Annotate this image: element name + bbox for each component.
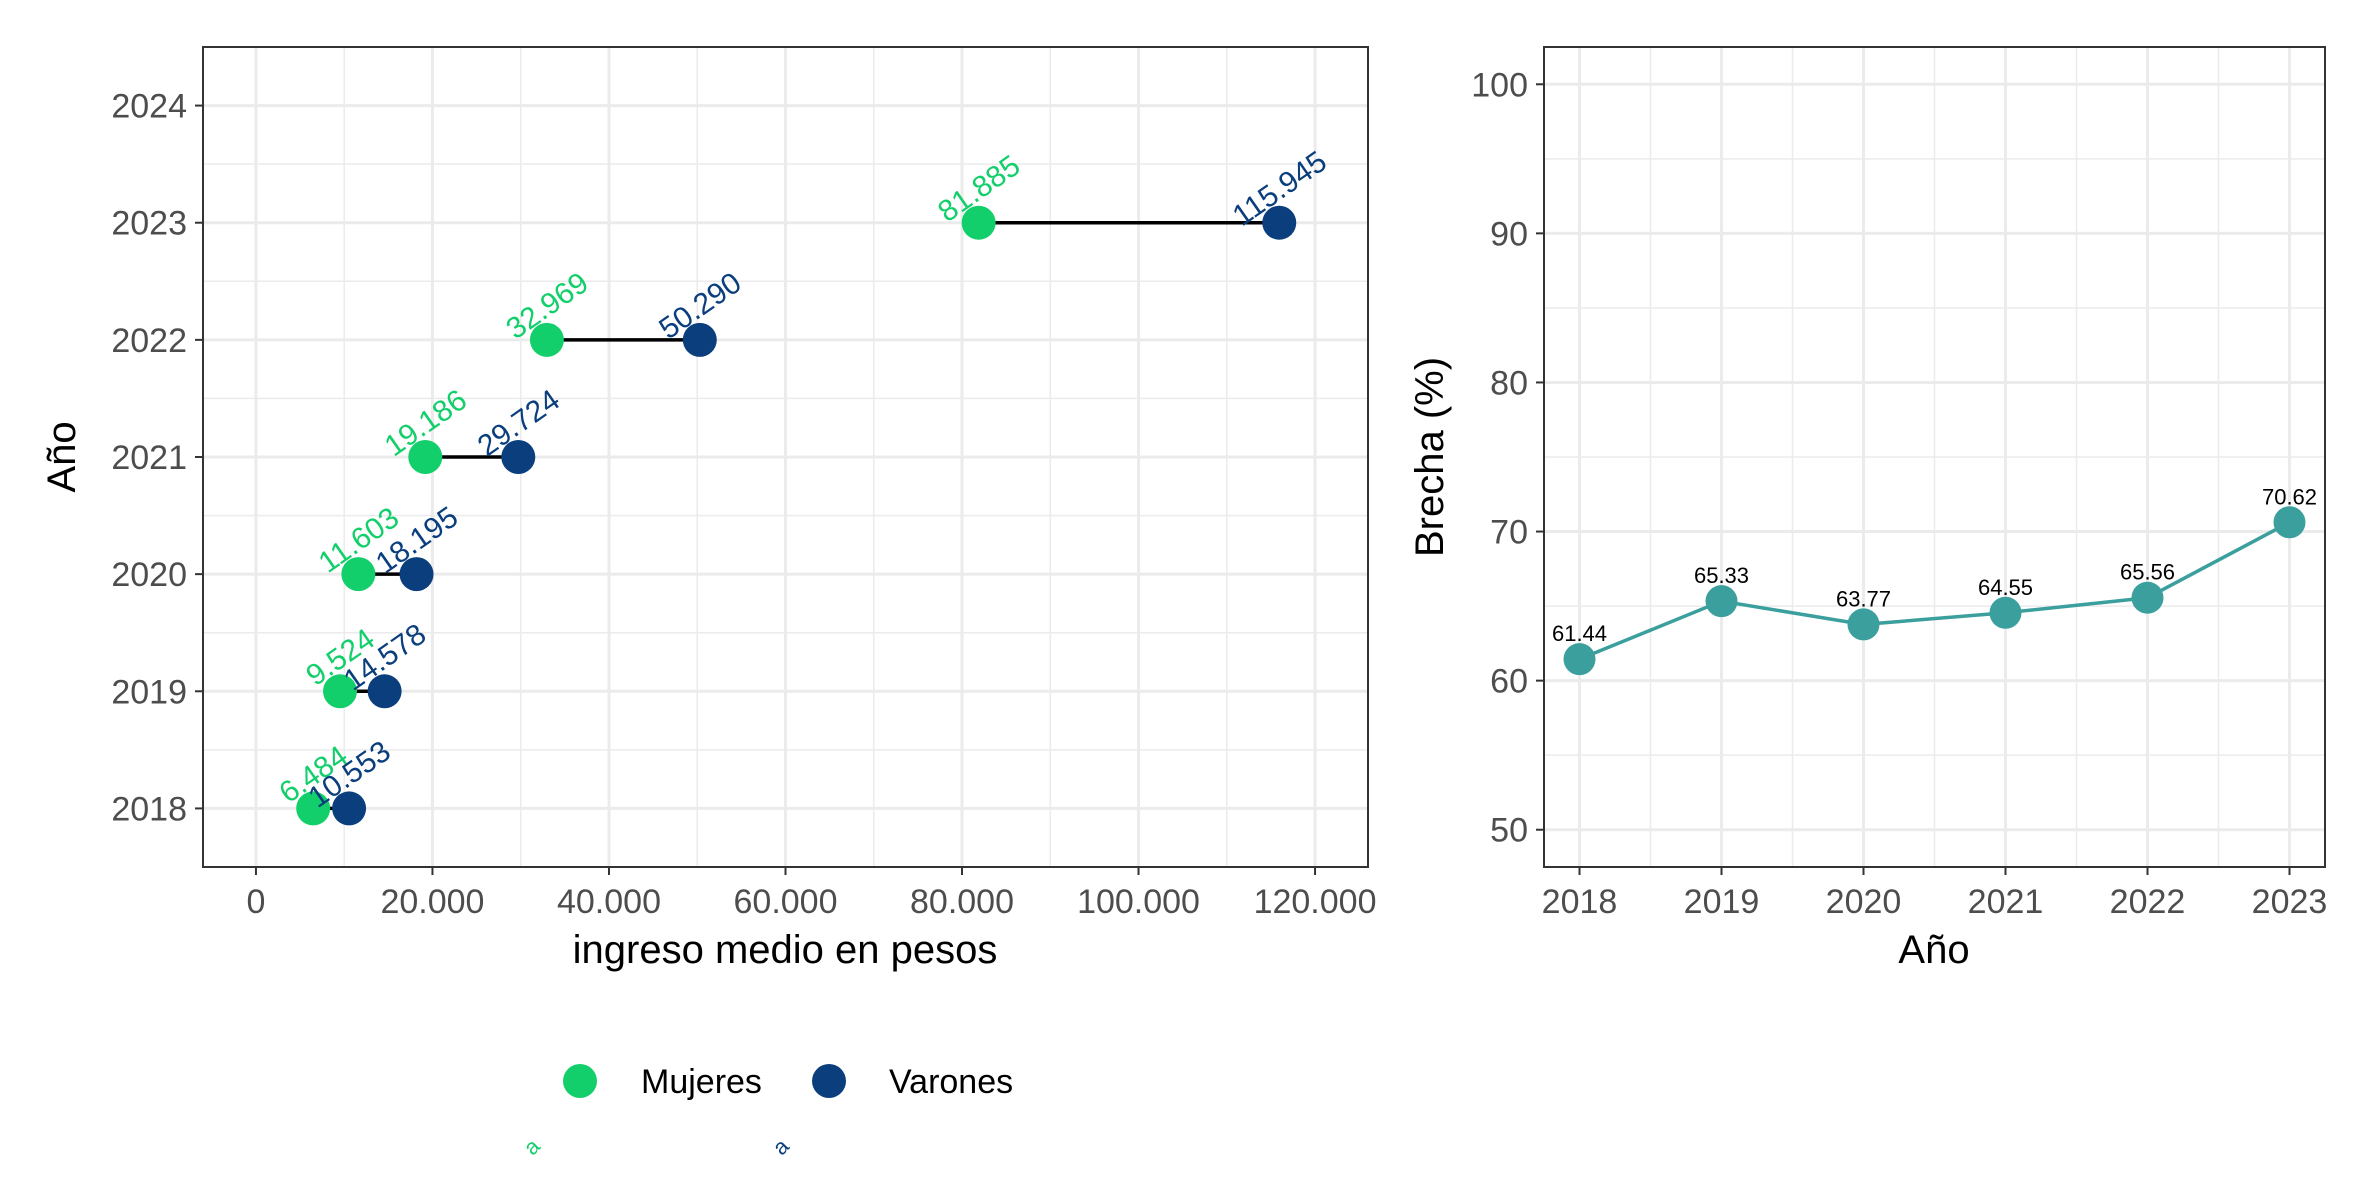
dumbbell-x-axis-title: ingreso medio en pesos xyxy=(573,928,998,972)
point-varones xyxy=(367,674,402,709)
brecha-value-label: 64.55 xyxy=(1978,575,2033,600)
brecha-value-label: 63.77 xyxy=(1836,586,1891,611)
brecha-x-axis: 2018 2019 2020 2021 2022 2023 xyxy=(1542,867,2328,921)
y-tick-label: 2022 xyxy=(111,322,187,360)
brecha-value-label: 65.33 xyxy=(1694,563,1749,588)
x-tick-label: 2022 xyxy=(2110,883,2186,921)
x-tick-label: 2021 xyxy=(1968,883,2044,921)
brecha-value-label: 65.56 xyxy=(2120,560,2175,585)
point-mujeres xyxy=(341,557,376,592)
dumbbell-x-axis: 0 20.000 40.000 60.000 80.000 100.000 120.000 xyxy=(246,867,1376,921)
brecha-series-line xyxy=(1578,520,2291,661)
point-varones xyxy=(332,791,367,826)
x-tick-label: 20.000 xyxy=(380,883,484,921)
x-tick-label: 120.000 xyxy=(1254,883,1377,921)
y-tick-label: 2018 xyxy=(111,790,187,828)
dumbbell-points xyxy=(296,205,1297,826)
x-tick-label: 100.000 xyxy=(1077,883,1200,921)
brecha-value-labels: 61.44 65.33 63.77 64.55 65.56 70.62 xyxy=(1552,484,2317,646)
x-tick-label: 60.000 xyxy=(734,883,838,921)
y-tick-label: 2019 xyxy=(111,673,187,711)
y-tick-label: 2021 xyxy=(111,439,187,477)
brecha-panel-border xyxy=(1543,46,2326,868)
brecha-x-axis-title: Año xyxy=(1898,928,1969,972)
point-mujeres xyxy=(529,322,564,357)
brecha-grid xyxy=(1544,47,2325,867)
brecha-value-label: 70.62 xyxy=(2262,484,2317,509)
brecha-point xyxy=(1563,643,1596,676)
brecha-point xyxy=(1705,585,1738,618)
x-tick-label: 80.000 xyxy=(910,883,1014,921)
point-varones xyxy=(1262,205,1297,240)
point-varones xyxy=(399,557,434,592)
point-varones xyxy=(682,322,717,357)
point-varones xyxy=(501,440,536,474)
y-tick-label: 100 xyxy=(1471,66,1528,104)
legend-key-mujeres xyxy=(563,1064,597,1098)
dumbbell-grid xyxy=(203,47,1368,867)
dumbbell-chart: 6.4849.52411.60319.18632.96981.88510.553… xyxy=(40,46,1376,972)
y-tick-label: 60 xyxy=(1490,663,1528,701)
point-mujeres xyxy=(961,205,996,240)
y-tick-label: 2024 xyxy=(111,88,187,126)
brecha-point xyxy=(1989,596,2022,629)
y-tick-label: 2020 xyxy=(111,556,187,594)
y-tick-label: 90 xyxy=(1490,215,1528,253)
x-tick-label: 2020 xyxy=(1826,883,1902,921)
x-tick-label: 40.000 xyxy=(557,883,661,921)
brecha-point xyxy=(2273,506,2306,539)
dumbbell-y-axis: 2018 2019 2020 2021 2022 2023 2024 xyxy=(111,88,203,828)
point-mujeres xyxy=(296,791,331,826)
x-tick-label: 2023 xyxy=(2252,883,2328,921)
brecha-y-axis-title: Brecha (%) xyxy=(1408,357,1452,557)
x-tick-label: 2018 xyxy=(1542,883,1618,921)
legend-label-mujeres: Mujeres xyxy=(641,1063,762,1101)
dumbbell-y-axis-title: Año xyxy=(40,421,84,492)
legend-label-varones: Varones xyxy=(889,1063,1013,1101)
brecha-points xyxy=(1563,506,2306,676)
brecha-value-label: 61.44 xyxy=(1552,621,1607,646)
x-tick-label: 0 xyxy=(246,883,265,921)
brecha-point xyxy=(1847,608,1880,641)
y-tick-label: 50 xyxy=(1490,812,1528,850)
y-tick-label: 70 xyxy=(1490,514,1528,552)
brecha-point xyxy=(2131,581,2164,614)
y-tick-label: 80 xyxy=(1490,364,1528,402)
x-tick-label: 2019 xyxy=(1684,883,1760,921)
point-mujeres xyxy=(323,674,358,709)
legend-key-varones xyxy=(812,1064,846,1098)
brecha-y-axis: 50 60 70 80 90 100 xyxy=(1471,66,1544,850)
y-tick-label: 2023 xyxy=(111,205,187,243)
point-mujeres xyxy=(408,440,443,474)
